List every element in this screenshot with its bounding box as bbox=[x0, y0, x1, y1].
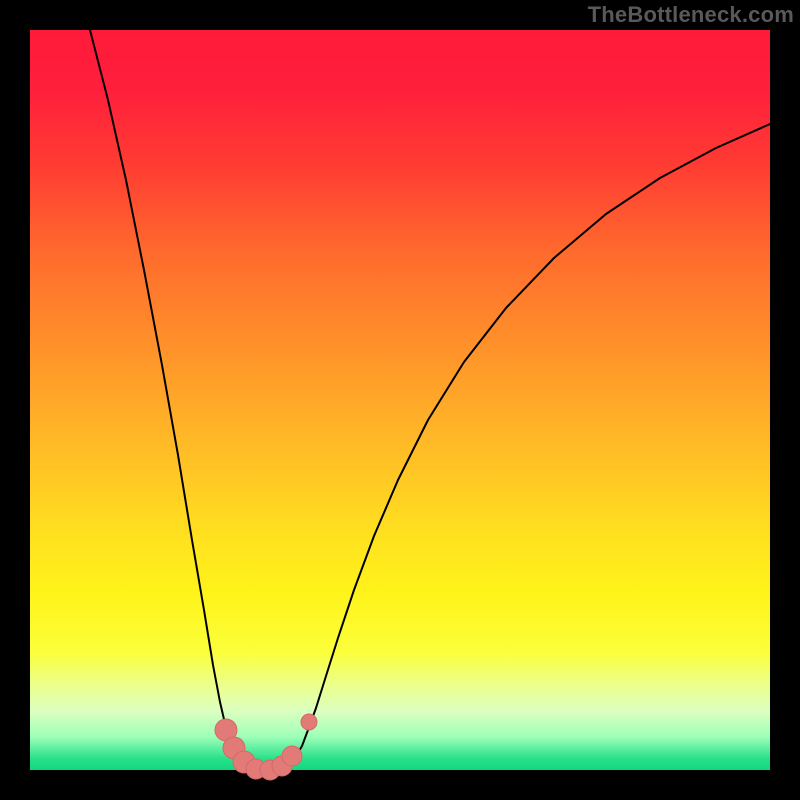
data-marker bbox=[301, 714, 317, 730]
data-marker bbox=[282, 746, 302, 766]
bottleneck-curve-chart bbox=[0, 0, 800, 800]
chart-frame: TheBottleneck.com bbox=[0, 0, 800, 800]
gradient-background bbox=[30, 30, 770, 770]
watermark-text: TheBottleneck.com bbox=[588, 0, 800, 28]
